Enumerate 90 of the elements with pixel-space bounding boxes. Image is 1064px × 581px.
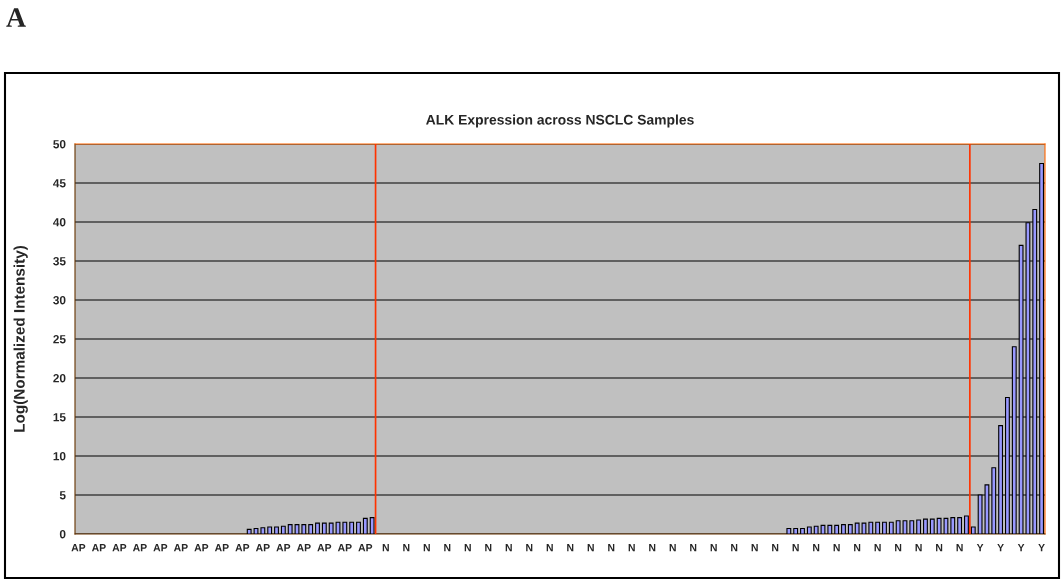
bar: [786, 527, 792, 534]
bar: [834, 524, 840, 534]
bar: [274, 526, 279, 534]
x-tick-label: N: [628, 544, 635, 552]
bar: [280, 525, 286, 534]
x-tick-label: AP: [132, 544, 147, 552]
y-tick-label: 15: [53, 413, 66, 422]
x-tick-label: AP: [91, 544, 106, 552]
bar: [321, 522, 327, 534]
x-tick-label: N: [731, 544, 738, 552]
bar: [308, 524, 314, 534]
bar: [923, 518, 928, 534]
y-tick-label: 50: [53, 140, 66, 149]
y-tick-label: 30: [53, 296, 66, 305]
y-tick-label: 25: [53, 335, 66, 344]
x-tick-label: AP: [276, 544, 291, 552]
x-tick-label: AP: [317, 544, 332, 552]
y-tick-label: 5: [59, 491, 66, 500]
bar: [315, 522, 320, 534]
x-tick-label: N: [751, 544, 758, 552]
x-tick-label: N: [833, 544, 840, 552]
bar: [909, 520, 915, 534]
y-tick-label: 10: [53, 452, 66, 461]
x-tick-label: Y: [997, 544, 1004, 552]
x-tick-label: N: [464, 544, 471, 552]
x-tick-label: AP: [214, 544, 229, 552]
bar: [841, 524, 846, 534]
x-tick-label: N: [813, 544, 820, 552]
text: A: [6, 8, 26, 27]
bar: [964, 515, 969, 534]
x-tick-label: N: [669, 544, 676, 552]
bar: [362, 517, 368, 534]
bar: [349, 521, 355, 534]
chart-title: ALK Expression across NSCLC Samples: [426, 114, 694, 128]
x-tick-label: N: [505, 544, 512, 552]
x-tick-label: N: [546, 544, 553, 552]
x-tick-label: N: [772, 544, 779, 552]
bar: [847, 524, 853, 534]
x-tick-label: N: [403, 544, 410, 552]
x-tick-label: AP: [153, 544, 168, 552]
y-tick-label: 0: [59, 530, 66, 539]
x-tick-label: N: [423, 544, 430, 552]
x-tick-label: Y: [976, 544, 984, 552]
bar: [957, 517, 963, 534]
x-tick-label: N: [526, 544, 533, 552]
x-tick-label: N: [915, 544, 922, 552]
x-tick-label: AP: [255, 544, 270, 552]
x-tick-label: N: [710, 544, 717, 552]
x-tick-label: Y: [1017, 544, 1025, 552]
x-tick-label: N: [587, 544, 594, 552]
bar: [793, 527, 799, 534]
y-tick-label: 35: [53, 257, 66, 266]
bar: [970, 526, 976, 534]
x-tick-label: AP: [173, 544, 188, 552]
x-tick-label: N: [874, 544, 881, 552]
bar: [356, 521, 361, 534]
bar: [369, 517, 375, 534]
x-tick-label: N: [649, 544, 656, 552]
x-tick-label: N: [485, 544, 492, 552]
x-tick-label: AP: [194, 544, 209, 552]
x-tick-label: N: [936, 544, 943, 552]
x-tick-label: N: [792, 544, 799, 552]
y-axis-title: Log(Normalized Intensity): [13, 245, 28, 432]
bar: [916, 519, 922, 534]
x-tick-label: N: [608, 544, 615, 552]
bar: [929, 518, 935, 534]
x-tick-label: AP: [235, 544, 250, 552]
x-tick-label: AP: [112, 544, 127, 552]
x-tick-label: AP: [71, 544, 86, 552]
y-tick-label: 45: [53, 179, 66, 188]
x-tick-label: AP: [337, 544, 352, 552]
x-tick-label: N: [567, 544, 574, 552]
x-tick-label: AP: [358, 544, 373, 552]
y-tick-label: 20: [53, 374, 66, 383]
x-tick-label: N: [895, 544, 902, 552]
x-tick-label: AP: [296, 544, 311, 552]
bar: [950, 517, 956, 534]
y-tick-label: 40: [53, 218, 66, 227]
x-tick-label: N: [956, 544, 963, 552]
x-tick-label: N: [444, 544, 451, 552]
bar: [806, 526, 812, 534]
x-tick-label: Y: [1038, 544, 1045, 552]
bar: [267, 526, 273, 534]
bar: [888, 521, 894, 534]
bar: [875, 521, 881, 534]
bar: [882, 521, 887, 534]
bar: [800, 527, 805, 534]
x-tick-label: N: [690, 544, 697, 552]
x-tick-label: N: [382, 544, 389, 552]
x-tick-label: N: [854, 544, 861, 552]
